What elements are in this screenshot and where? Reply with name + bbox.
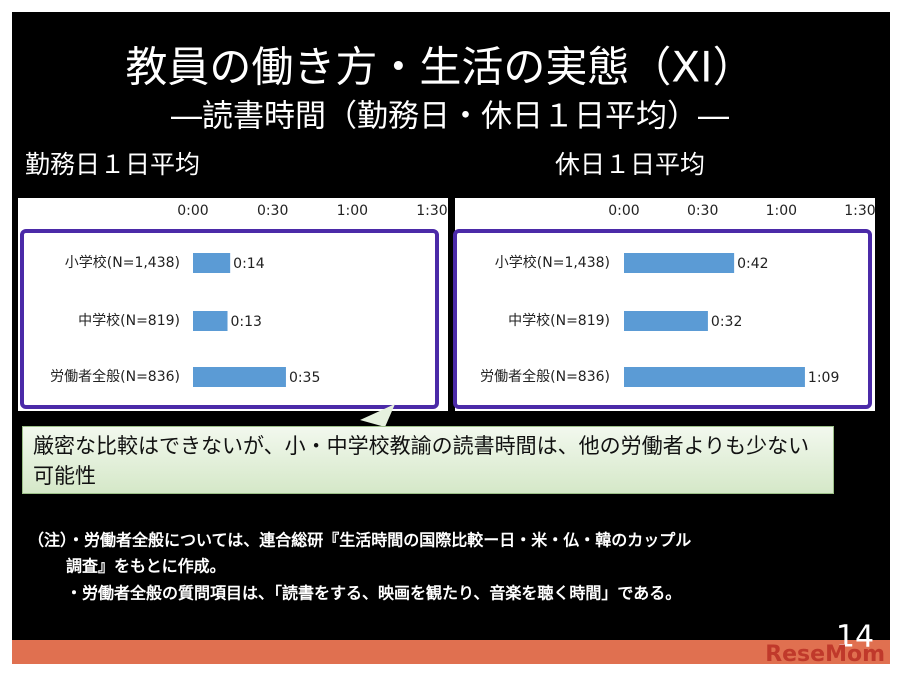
x-tick-label: 1:30: [844, 203, 875, 219]
data-label: 0:35: [289, 370, 320, 386]
bar: [624, 311, 708, 331]
category-label: 中学校(N=819): [78, 312, 180, 329]
data-label: 0:14: [233, 256, 265, 272]
note: （注）・労働者全般については、連合総研『生活時間の国際比較ー日・米・仏・韓のカッ…: [28, 531, 691, 550]
data-label: 1:09: [808, 370, 839, 386]
note: 調査』をもとに作成。: [66, 557, 226, 576]
x-tick-label: 1:00: [337, 203, 368, 219]
footer-bar: [12, 640, 890, 664]
category-label: 小学校(N=1,438): [495, 254, 610, 271]
highlight-frame: [20, 229, 439, 409]
data-label: 0:13: [231, 314, 262, 330]
bar: [624, 253, 735, 273]
x-tick-label: 0:00: [177, 203, 208, 219]
chart-title: 休日１日平均: [555, 150, 705, 179]
category-label: 労働者全般(N=836): [50, 368, 180, 385]
x-tick-label: 0:00: [608, 203, 639, 219]
slide-title: 教員の働き方・生活の実態（XI）: [125, 43, 754, 92]
bar: [624, 367, 805, 387]
data-label: 0:32: [711, 314, 742, 330]
callout-pointer: [360, 404, 395, 427]
x-tick-label: 1:30: [416, 203, 447, 219]
x-tick-label: 0:30: [687, 203, 718, 219]
bar: [193, 253, 231, 273]
category-label: 小学校(N=1,438): [65, 254, 180, 271]
x-tick-label: 0:30: [257, 203, 288, 219]
bar: [193, 367, 286, 387]
watermark: ReseMom: [765, 642, 885, 667]
slide-subtitle: ―読書時間（勤務日・休日１日平均）―: [171, 99, 729, 135]
chart-title: 勤務日１日平均: [25, 150, 200, 179]
category-label: 労働者全般(N=836): [480, 368, 610, 385]
highlight-frame: [453, 229, 872, 409]
page-number: 14: [836, 620, 874, 655]
callout: 厳密な比較はできないが、小・中学校教諭の読書時間は、他の労働者よりも少ない可能性: [22, 426, 834, 494]
data-label: 0:42: [737, 256, 768, 272]
category-label: 中学校(N=819): [508, 312, 610, 329]
bar: [193, 311, 228, 331]
note: ・労働者全般の質問項目は、「読書をする、映画を観たり、音楽を聴く時間」である。: [66, 584, 681, 603]
x-tick-label: 1:00: [766, 203, 797, 219]
